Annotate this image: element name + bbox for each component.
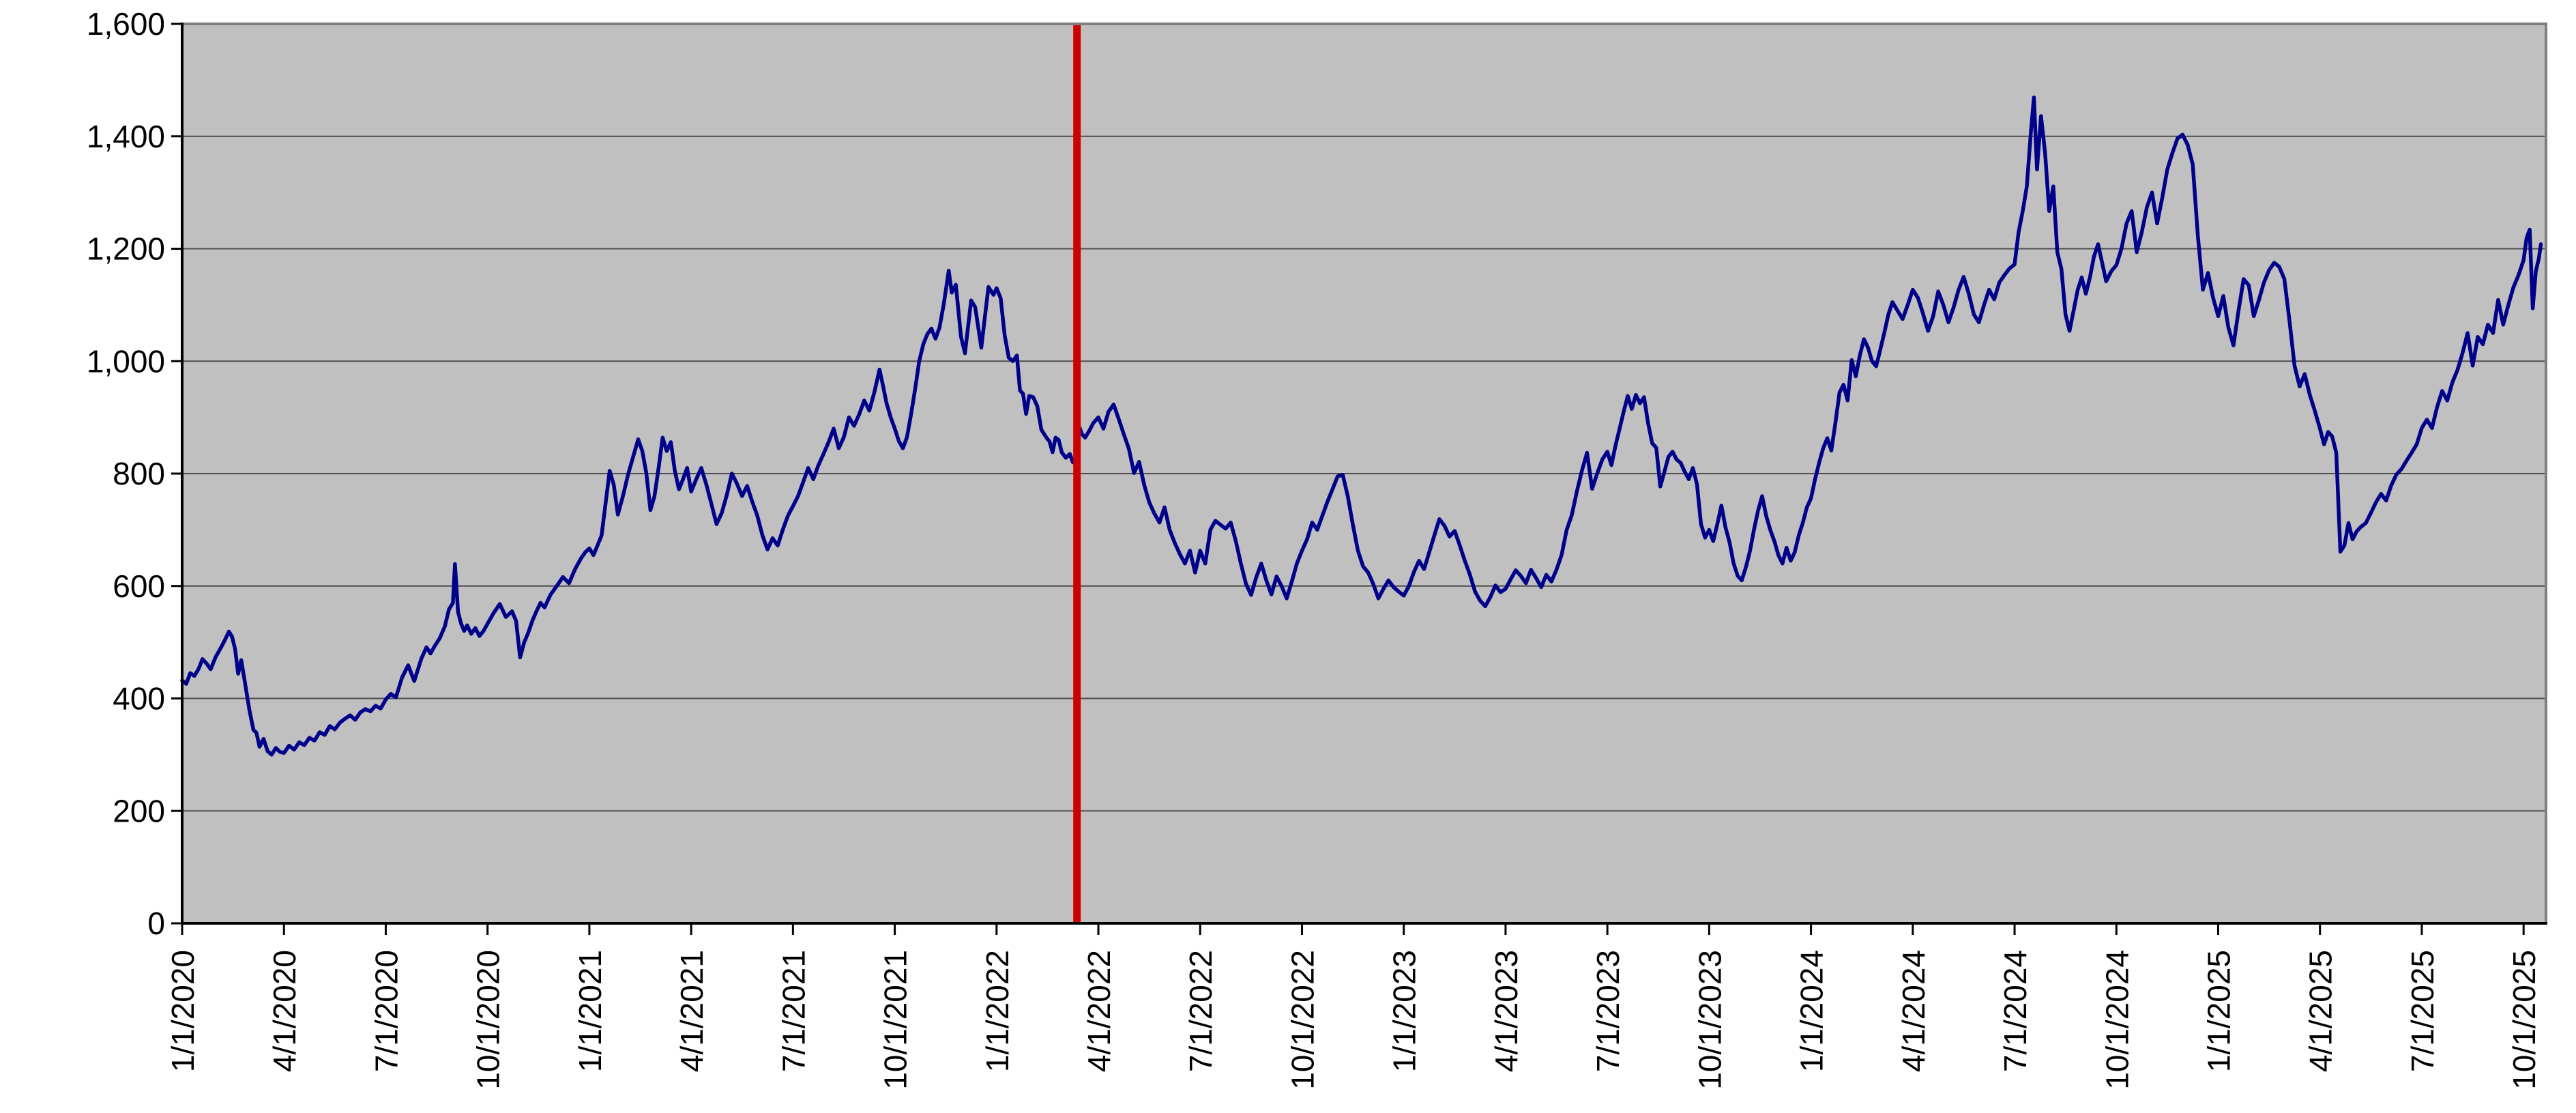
y-tick-label: 1,600	[87, 6, 165, 42]
x-tick-label: 4/1/2024	[1896, 950, 1931, 1072]
x-tick-label: 10/1/2022	[1285, 950, 1320, 1090]
y-tick-label: 200	[113, 793, 165, 828]
x-tick-label: 1/1/2023	[1387, 950, 1422, 1072]
x-tick-label: 10/1/2020	[471, 950, 506, 1090]
price-series-line	[180, 96, 2543, 757]
x-tick-label: 10/1/2021	[878, 950, 913, 1090]
y-tick-label: 1,400	[87, 119, 165, 154]
x-tick-label: 10/1/2024	[2099, 950, 2135, 1090]
y-tick-label: 600	[113, 568, 165, 604]
x-tick-label: 7/1/2023	[1590, 950, 1626, 1072]
y-tick-label: 1,000	[87, 343, 165, 379]
x-tick-label: 4/1/2021	[674, 950, 709, 1072]
y-axis-ticks	[171, 23, 182, 925]
x-tick-label: 1/1/2025	[2201, 950, 2236, 1072]
x-tick-label: 10/1/2023	[1692, 950, 1727, 1090]
x-tick-label: 1/1/2024	[1794, 950, 1830, 1072]
x-tick-label: 7/1/2021	[776, 950, 811, 1072]
x-tick-label: 7/1/2025	[2405, 950, 2440, 1072]
x-tick-label: 1/1/2022	[980, 950, 1015, 1072]
x-tick-label: 7/1/2022	[1183, 950, 1218, 1072]
x-tick-label: 7/1/2020	[368, 950, 404, 1072]
gridlines	[182, 135, 2546, 812]
x-axis-ticks	[181, 923, 2525, 935]
y-tick-label: 0	[147, 906, 165, 941]
x-axis-labels: 1/1/2020 4/1/2020 7/1/2020 10/1/2020 1/1/202…	[165, 950, 2542, 1090]
x-tick-label: 4/1/2022	[1081, 950, 1117, 1072]
x-tick-label: 7/1/2024	[1997, 950, 2033, 1072]
x-tick-label: 4/1/2020	[267, 950, 302, 1072]
x-tick-label: 4/1/2023	[1489, 950, 1524, 1072]
x-tick-label: 1/1/2021	[572, 950, 608, 1072]
x-tick-label: 10/1/2025	[2506, 950, 2542, 1090]
y-tick-label: 1,200	[87, 231, 165, 267]
y-tick-label: 400	[113, 681, 165, 717]
y-axis-labels: 1,600 1,400 1,200 1,000 800 600 400 200 0	[87, 6, 165, 941]
x-tick-label: 1/1/2020	[165, 950, 201, 1072]
y-tick-label: 800	[113, 456, 165, 491]
x-tick-label: 4/1/2025	[2303, 950, 2339, 1072]
